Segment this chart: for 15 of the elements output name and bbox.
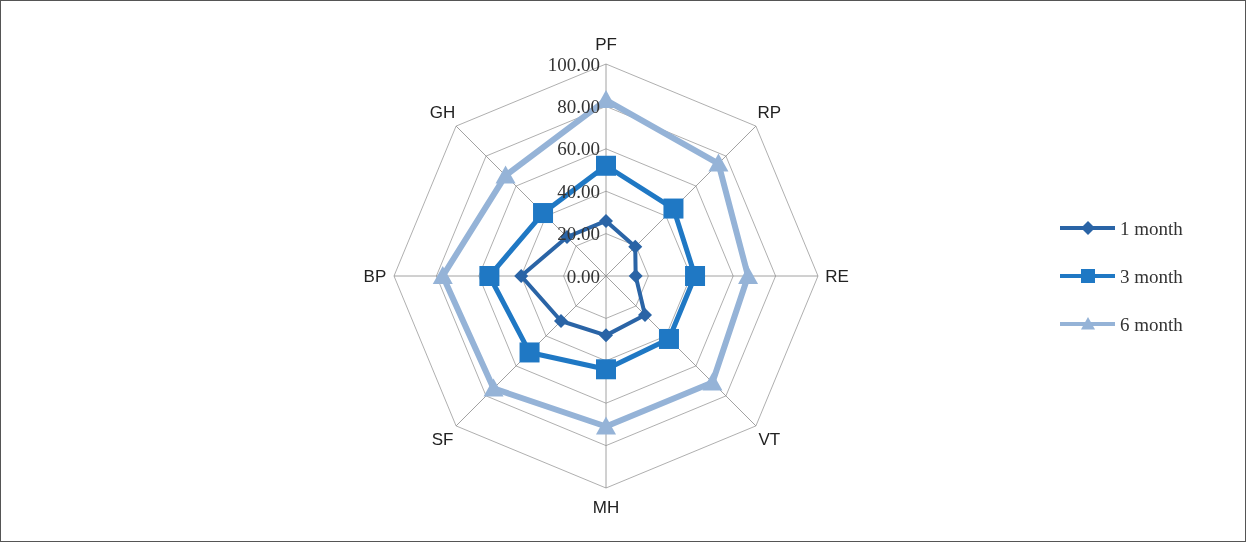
spoke-label: GH: [429, 103, 456, 123]
spoke-label: BP: [363, 266, 387, 286]
spoke-label: MH: [592, 497, 620, 517]
spoke-label: SF: [431, 429, 454, 449]
spoke-label: RP: [757, 103, 782, 123]
y-tick-label: 100.00: [547, 53, 600, 75]
spoke-label: PF: [595, 35, 617, 55]
legend-label: 6 month: [1120, 313, 1184, 335]
spoke-label: VT: [758, 429, 781, 449]
legend-label: 3 month: [1120, 265, 1184, 287]
spoke-label: RE: [825, 266, 849, 286]
y-tick-label: 80.00: [557, 95, 600, 117]
y-tick-label: 60.00: [557, 138, 600, 160]
y-tick-label: 0.00: [566, 265, 600, 287]
legend-label: 1 month: [1120, 217, 1184, 239]
